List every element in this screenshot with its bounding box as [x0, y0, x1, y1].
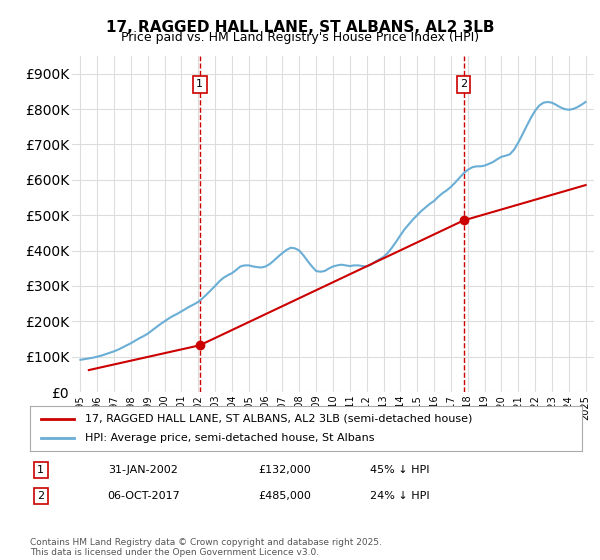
Text: Contains HM Land Registry data © Crown copyright and database right 2025.
This d: Contains HM Land Registry data © Crown c… [30, 538, 382, 557]
Text: £485,000: £485,000 [259, 491, 311, 501]
Text: 2: 2 [37, 491, 44, 501]
Text: Price paid vs. HM Land Registry's House Price Index (HPI): Price paid vs. HM Land Registry's House … [121, 31, 479, 44]
Text: 06-OCT-2017: 06-OCT-2017 [108, 491, 181, 501]
Text: 17, RAGGED HALL LANE, ST ALBANS, AL2 3LB (semi-detached house): 17, RAGGED HALL LANE, ST ALBANS, AL2 3LB… [85, 413, 473, 423]
Text: 17, RAGGED HALL LANE, ST ALBANS, AL2 3LB: 17, RAGGED HALL LANE, ST ALBANS, AL2 3LB [106, 20, 494, 35]
Text: 31-JAN-2002: 31-JAN-2002 [108, 465, 178, 475]
Text: £132,000: £132,000 [259, 465, 311, 475]
Text: 45% ↓ HPI: 45% ↓ HPI [370, 465, 430, 475]
Text: 24% ↓ HPI: 24% ↓ HPI [370, 491, 430, 501]
Text: 1: 1 [37, 465, 44, 475]
Text: 2: 2 [460, 80, 467, 89]
Text: HPI: Average price, semi-detached house, St Albans: HPI: Average price, semi-detached house,… [85, 433, 374, 444]
Text: 1: 1 [196, 80, 203, 89]
